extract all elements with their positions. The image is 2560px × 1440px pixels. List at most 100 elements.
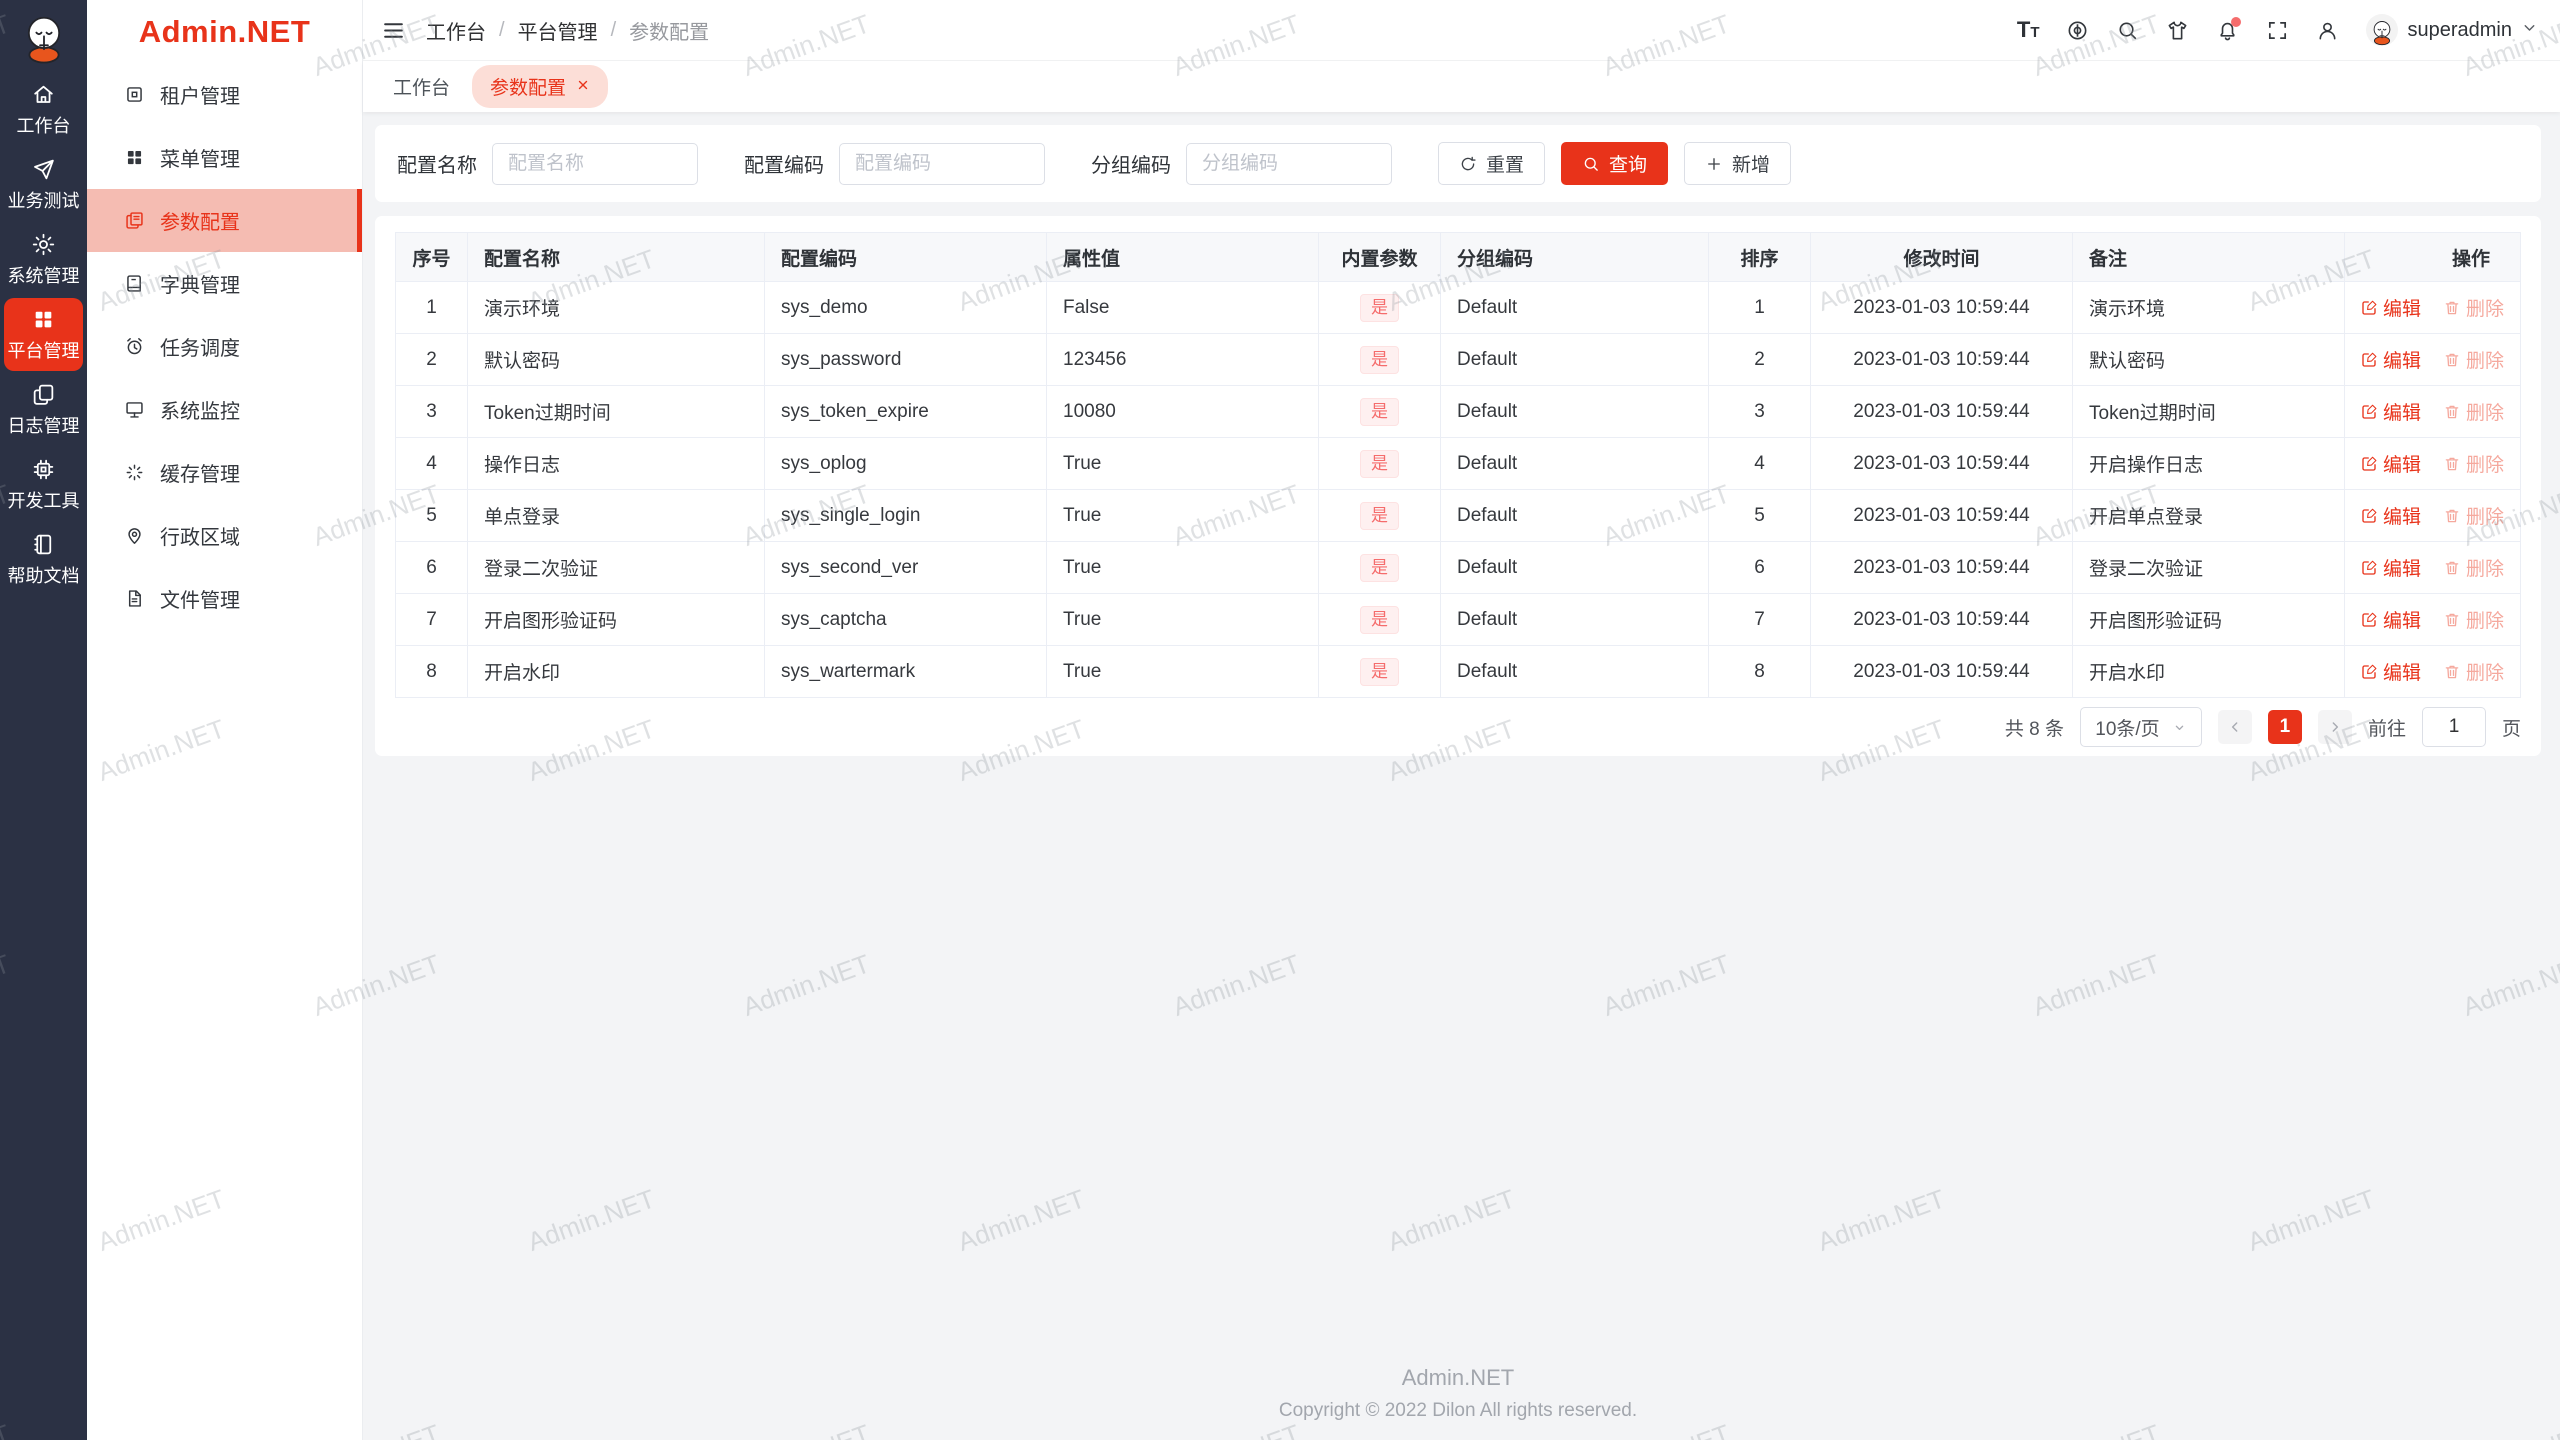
tshirt-icon (2169, 21, 2187, 39)
edit-button[interactable]: 编辑 (2360, 658, 2421, 685)
sidebar-item-monitor[interactable]: 系统监控 (87, 378, 362, 441)
cell-builtin: 是 (1318, 489, 1441, 542)
sidebar-item-cache[interactable]: 缓存管理 (87, 441, 362, 504)
table-row: 3 Token过期时间 sys_token_expire 10080 是 Def… (395, 385, 2521, 438)
rail-item-platform[interactable]: 平台管理 (4, 298, 83, 371)
sidebar-item-dict[interactable]: 字典管理 (87, 252, 362, 315)
theme-button[interactable] (2166, 19, 2189, 42)
grid-icon (35, 311, 52, 328)
cell-sort: 7 (1708, 593, 1811, 646)
breadcrumb-item[interactable]: 工作台 (426, 21, 486, 44)
edit-label: 编辑 (2382, 663, 2421, 684)
cache-icon (126, 464, 143, 481)
pagination-total: 共 8 条 (2004, 718, 2064, 740)
reset-button[interactable]: 重置 (1438, 142, 1546, 185)
page-size-select[interactable]: 10条/页 (2079, 707, 2202, 747)
sidebar-item-label: 任务调度 (160, 338, 240, 360)
tab-workbench[interactable]: 工作台 (393, 78, 451, 99)
next-page-button[interactable] (2317, 710, 2352, 744)
breadcrumb-separator: / (499, 18, 505, 41)
username: superadmin (2407, 18, 2512, 41)
app-logo-mascot[interactable] (17, 10, 71, 66)
close-icon[interactable] (576, 76, 590, 98)
collapse-menu-button[interactable] (381, 18, 406, 43)
edit-button[interactable]: 编辑 (2360, 606, 2421, 633)
reset-label: 重置 (1486, 155, 1525, 176)
trash-icon (2445, 301, 2459, 314)
edit-button[interactable]: 编辑 (2360, 346, 2421, 373)
col-header: 序号 (395, 232, 468, 282)
breadcrumb-item[interactable]: 平台管理 (517, 21, 598, 44)
edit-button[interactable]: 编辑 (2360, 398, 2421, 425)
edit-icon (2362, 612, 2377, 627)
cell-time: 2023-01-03 10:59:44 (1810, 645, 2073, 698)
user-icon (2319, 22, 2336, 39)
prev-page-button[interactable] (2217, 710, 2252, 744)
cell-no: 8 (395, 645, 468, 698)
rail-item-label: 日志管理 (7, 416, 80, 436)
user-menu[interactable]: superadmin (2366, 14, 2538, 46)
sidebar-item-tenant[interactable]: 租户管理 (87, 63, 362, 126)
edit-label: 编辑 (2382, 351, 2421, 372)
trash-icon (2445, 509, 2459, 522)
cell-actions: 编辑 删除 (2344, 593, 2521, 646)
add-button[interactable]: 新增 (1684, 142, 1792, 185)
sidebar-item-schedule[interactable]: 任务调度 (87, 315, 362, 378)
table-row: 8 开启水印 sys_wartermark True 是 Default 8 2… (395, 645, 2521, 698)
cell-remark: Token过期时间 (2072, 385, 2345, 438)
page-footer: Admin.NET Copyright © 2022 Dilon All rig… (375, 1365, 2541, 1440)
delete-button[interactable]: 删除 (2443, 346, 2504, 373)
cell-time: 2023-01-03 10:59:44 (1810, 385, 2073, 438)
sidebar-item-files[interactable]: 文件管理 (87, 567, 362, 630)
primary-rail: 工作台 业务测试 系统管理 平台管理 日志管理 开发工具 (0, 0, 87, 1440)
goto-page-input[interactable] (2421, 707, 2486, 747)
search-button[interactable] (2116, 19, 2139, 42)
delete-button[interactable]: 删除 (2443, 450, 2504, 477)
cell-group: Default (1440, 645, 1709, 698)
brand-logo-text[interactable]: Admin.NET (138, 13, 311, 49)
cell-no: 7 (395, 593, 468, 646)
edit-button[interactable]: 编辑 (2360, 502, 2421, 529)
rail-item-business-test[interactable]: 业务测试 (4, 148, 83, 221)
cell-builtin: 是 (1318, 541, 1441, 594)
edit-button[interactable]: 编辑 (2360, 554, 2421, 581)
edit-button[interactable]: 编辑 (2360, 450, 2421, 477)
edit-label: 编辑 (2382, 611, 2421, 632)
rail-item-system[interactable]: 系统管理 (4, 223, 83, 296)
sidebar-item-config[interactable]: 参数配置 (87, 189, 362, 252)
edit-icon (2362, 456, 2377, 471)
language-button[interactable] (2066, 19, 2089, 42)
edit-button[interactable]: 编辑 (2360, 294, 2421, 321)
cell-sort: 6 (1708, 541, 1811, 594)
config-code-input[interactable] (839, 142, 1045, 185)
rail-item-help-docs[interactable]: 帮助文档 (4, 523, 83, 596)
cell-time: 2023-01-03 10:59:44 (1810, 437, 2073, 490)
tab-config[interactable]: 参数配置 (472, 65, 609, 108)
menu-grid-icon (127, 150, 142, 165)
fullscreen-button[interactable] (2266, 19, 2289, 42)
rail-item-label: 业务测试 (7, 191, 80, 211)
delete-button[interactable]: 删除 (2443, 398, 2504, 425)
cell-code: sys_captcha (764, 593, 1047, 646)
delete-button[interactable]: 删除 (2443, 502, 2504, 529)
page-number-1[interactable]: 1 (2267, 710, 2302, 744)
edit-icon (2362, 560, 2377, 575)
rail-item-dev-tools[interactable]: 开发工具 (4, 448, 83, 521)
delete-button[interactable]: 删除 (2443, 658, 2504, 685)
delete-button[interactable]: 删除 (2443, 606, 2504, 633)
config-name-input[interactable] (492, 142, 698, 185)
sidebar-item-region[interactable]: 行政区域 (87, 504, 362, 567)
search-icon (2119, 21, 2137, 39)
delete-button[interactable]: 删除 (2443, 294, 2504, 321)
cell-remark: 开启图形验证码 (2072, 593, 2345, 646)
profile-button[interactable] (2316, 19, 2339, 42)
sidebar-item-menu[interactable]: 菜单管理 (87, 126, 362, 189)
notifications-button[interactable] (2216, 16, 2242, 42)
query-button[interactable]: 查询 (1561, 142, 1669, 185)
rail-item-logs[interactable]: 日志管理 (4, 373, 83, 446)
rail-item-workbench[interactable]: 工作台 (4, 73, 83, 146)
group-code-input[interactable] (1186, 142, 1392, 185)
delete-button[interactable]: 删除 (2443, 554, 2504, 581)
